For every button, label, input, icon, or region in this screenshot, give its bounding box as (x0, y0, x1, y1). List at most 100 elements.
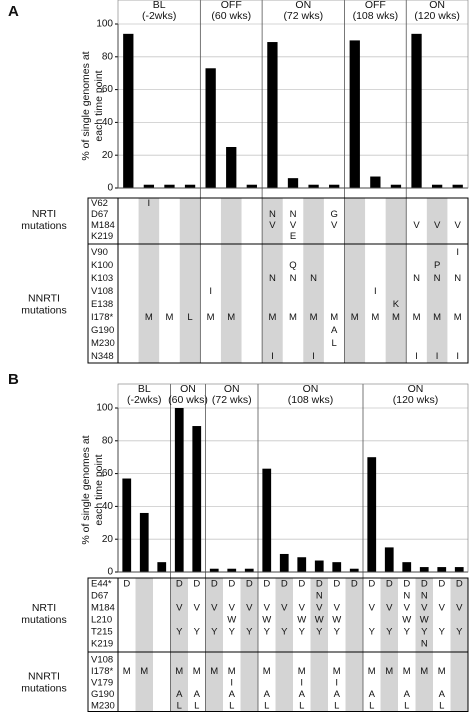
mutation-cell: V (439, 603, 446, 614)
column-shade (415, 578, 433, 712)
mutation-cell: N (269, 273, 276, 284)
group-label: ON (429, 0, 445, 11)
mutation-cell: V (421, 603, 428, 614)
mutation-cell: M (140, 666, 148, 677)
table-frame (87, 577, 469, 712)
group-label: (60 wks) (211, 10, 251, 22)
column-shade (240, 578, 258, 712)
mutation-cell: W (227, 615, 236, 626)
y-axis-label: % of single genomes at (80, 51, 92, 160)
bar (184, 184, 196, 188)
mutation-cell: L (264, 700, 269, 711)
group-label: ON (224, 383, 240, 395)
mutation-name: M230 (91, 700, 115, 711)
mutation-name: V108 (91, 654, 113, 665)
group-label: ON (295, 0, 311, 11)
bar (452, 184, 463, 188)
group-label: ON (408, 383, 424, 395)
mutation-cell: P (434, 260, 440, 271)
mutation-cell: N (421, 591, 428, 602)
mutation-name: T215 (91, 627, 113, 638)
group-label: (-2wks) (127, 394, 161, 406)
y-axis-label: % of single genomes at (80, 435, 92, 544)
group-label: (-2wks) (142, 10, 176, 22)
mutation-cell: L (299, 700, 304, 711)
mutation-cell: N (310, 273, 317, 284)
mutation-cell: N (454, 273, 461, 284)
mutation-cell: Y (369, 627, 376, 638)
bar (174, 408, 184, 572)
column-shade (426, 198, 448, 363)
mutation-cell: D (123, 579, 130, 590)
bar (349, 568, 359, 572)
mutation-cell: L (177, 700, 182, 711)
mutation-cell: Y (334, 627, 341, 638)
panel-letter: B (8, 371, 19, 388)
column-shade (380, 578, 398, 712)
mutation-cell: M (413, 312, 421, 323)
bar (287, 178, 299, 188)
mutation-cell: Y (264, 627, 271, 638)
mutation-cell: V (456, 603, 463, 614)
mutation-cell: Y (386, 627, 393, 638)
mutation-cell: Y (211, 627, 218, 638)
table-frame (87, 197, 469, 364)
column-shade (205, 578, 223, 712)
bar (227, 568, 237, 572)
bar (143, 184, 155, 188)
column-shade (385, 198, 407, 363)
mutation-cell: I (209, 286, 212, 297)
group-label: (108 wks) (353, 10, 399, 22)
mutation-cell: V (246, 603, 253, 614)
mutation-cell: V (290, 220, 297, 231)
bar (419, 567, 429, 572)
mutation-cell: Y (176, 627, 183, 638)
mutation-cell: V (316, 603, 323, 614)
mutation-cell: D (456, 579, 463, 590)
mutation-name: I178* (91, 666, 113, 677)
mutation-cell: M (210, 666, 218, 677)
bar (122, 478, 132, 572)
mutation-cell: I (271, 351, 274, 362)
mutation-cell: A (439, 689, 446, 700)
mutation-cell: V (434, 220, 441, 231)
mutation-cell: M (454, 312, 462, 323)
mutation-cell: D (368, 579, 375, 590)
y-axis-label: each time point (93, 454, 105, 525)
mutation-cell: L (229, 700, 234, 711)
mutation-cell: D (176, 579, 183, 590)
mutation-cell: M (385, 666, 393, 677)
bar (384, 547, 394, 572)
mutation-cell: E (290, 231, 296, 242)
bar (139, 512, 149, 572)
group-label: ON (180, 383, 196, 395)
y-tick-label: 80 (102, 435, 114, 446)
mutation-cell: D (421, 579, 428, 590)
bar (123, 33, 134, 189)
section-label: mutations (21, 304, 67, 316)
bar (431, 184, 443, 188)
mutation-name: G190 (91, 325, 114, 336)
bar (244, 568, 254, 572)
mutation-cell: M (333, 666, 341, 677)
bar (370, 176, 381, 188)
bar (454, 567, 464, 572)
mutation-cell: I (300, 677, 303, 688)
mutation-cell: A (194, 689, 201, 700)
mutation-cell: Q (289, 260, 296, 271)
bar (332, 562, 342, 572)
mutation-cell: L (369, 700, 374, 711)
mutation-name: V62 (91, 198, 108, 209)
mutation-cell: W (420, 615, 429, 626)
y-tick-label: 20 (102, 150, 114, 161)
bar (157, 562, 167, 572)
section-label: mutations (21, 683, 67, 695)
column-shade (220, 198, 242, 363)
mutation-cell: D (316, 579, 323, 590)
mutation-name: K103 (91, 273, 113, 284)
mutation-cell: D (403, 579, 410, 590)
mutation-cell: N (434, 273, 441, 284)
column-shade (450, 578, 468, 712)
plot-frame (117, 383, 469, 573)
